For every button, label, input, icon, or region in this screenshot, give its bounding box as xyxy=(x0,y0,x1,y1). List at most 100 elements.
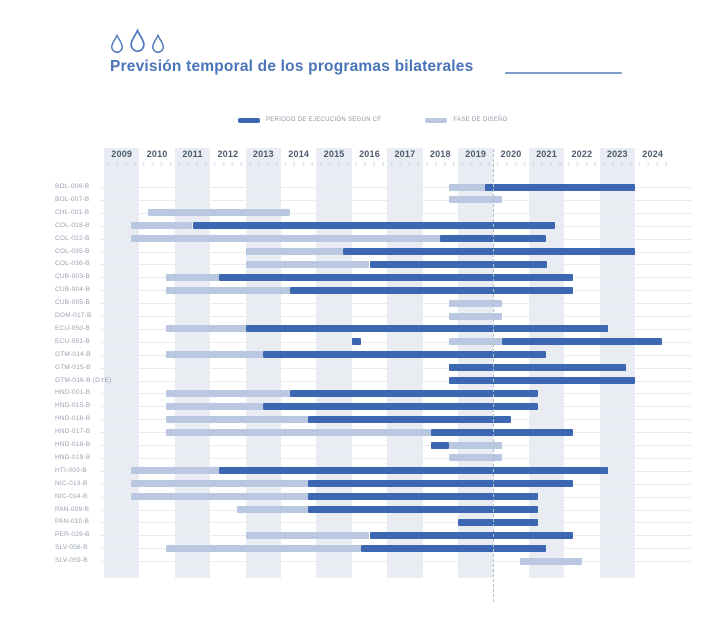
design-bar xyxy=(245,260,370,268)
water-drops-logo xyxy=(110,28,165,53)
year-label-2009: 2009 xyxy=(111,149,133,159)
row-gridline xyxy=(100,522,692,524)
row-label: GTM-014-B xyxy=(55,350,91,358)
design-bar xyxy=(130,467,220,475)
year-label-2012: 2012 xyxy=(217,149,239,159)
row-label: PAN-010-B xyxy=(55,518,90,526)
execution-bar xyxy=(449,364,627,372)
chart-legend: PERIODO DE EJECUCIÓN SEGÚN CF FASE DE DIS… xyxy=(238,117,508,123)
row-label: HND-015-B xyxy=(55,402,91,410)
execution-bar xyxy=(431,428,574,436)
year-stripe-2011 xyxy=(174,148,211,578)
page-title: Previsión temporal de los programas bila… xyxy=(110,58,474,75)
execution-bar xyxy=(342,248,635,255)
row-gridline xyxy=(100,303,692,305)
design-bar xyxy=(449,196,503,204)
legend-item: FASE DE DISEÑO xyxy=(425,117,507,123)
row-label: SLV-056-B xyxy=(55,544,88,552)
row-label: NIC-013-B xyxy=(55,479,88,487)
today-dashed-line xyxy=(493,149,495,602)
year-stripe-2023 xyxy=(599,148,635,578)
execution-bar xyxy=(351,338,361,346)
row-gridline xyxy=(100,367,692,369)
row-label: COL-035-B xyxy=(55,247,90,255)
year-label-2018: 2018 xyxy=(429,149,451,159)
row-label: HND-018-B xyxy=(55,441,91,448)
design-bar xyxy=(130,235,441,243)
row-label: CUB-005-B xyxy=(55,299,91,307)
year-label-2010: 2010 xyxy=(146,149,168,159)
design-bar xyxy=(519,557,582,565)
year-label-2015: 2015 xyxy=(323,149,345,159)
legend-label: PERIODO DE EJECUCIÓN SEGÚN CF xyxy=(266,117,382,123)
execution-bar xyxy=(502,338,662,346)
row-gridline xyxy=(100,316,692,317)
year-label-2013: 2013 xyxy=(252,149,274,159)
execution-bar xyxy=(219,273,574,281)
design-bar xyxy=(449,338,503,346)
execution-bar xyxy=(307,415,512,423)
execution-bar xyxy=(458,518,538,526)
row-gridline xyxy=(100,212,692,214)
year-label-2014: 2014 xyxy=(288,149,310,159)
title-rule xyxy=(505,72,622,74)
year-label-2011: 2011 xyxy=(182,149,203,159)
design-bar xyxy=(165,273,220,281)
execution-bar xyxy=(289,286,574,294)
row-gridline xyxy=(100,187,692,188)
execution-bar xyxy=(307,480,574,488)
design-bar xyxy=(449,454,503,462)
year-label-2016: 2016 xyxy=(359,149,380,159)
design-bar xyxy=(165,351,264,359)
row-label: PER-029-B xyxy=(55,531,90,539)
design-bar xyxy=(165,428,432,436)
execution-bar xyxy=(289,389,538,397)
row-label: ECU-050-B xyxy=(55,324,91,332)
year-label-2024: 2024 xyxy=(642,149,664,159)
design-bar xyxy=(165,286,290,294)
execution-bar xyxy=(219,467,609,475)
design-bar xyxy=(165,544,361,552)
design-bar xyxy=(449,441,503,449)
row-label: CUB-003-B xyxy=(55,273,91,281)
row-label: HND-019-B xyxy=(55,453,91,461)
row-label: GTM-015-B xyxy=(55,363,91,371)
year-label-2020: 2020 xyxy=(500,149,522,159)
execution-bar xyxy=(263,402,538,410)
row-label: COL-018-B xyxy=(55,221,90,229)
execution-bar xyxy=(369,260,547,268)
design-bar xyxy=(245,248,343,255)
design-bar xyxy=(148,209,290,217)
row-label: NIC-014-B xyxy=(55,492,88,500)
row-label: SLV-059-B xyxy=(55,557,88,565)
water-drop-icon xyxy=(111,34,123,53)
design-bar xyxy=(449,299,503,307)
row-label: DOM-017-B xyxy=(55,312,92,319)
execution-bar xyxy=(360,544,547,552)
legend-item: PERIODO DE EJECUCIÓN SEGÚN CF xyxy=(238,117,381,123)
row-gridline xyxy=(100,199,692,201)
execution-bar xyxy=(192,222,556,230)
design-bar xyxy=(449,183,485,191)
row-gridline xyxy=(100,445,692,446)
execution-bar xyxy=(245,325,609,333)
row-gridline xyxy=(100,457,692,459)
design-bar xyxy=(130,222,193,230)
row-label: HND-001-B xyxy=(55,389,91,397)
row-gridline xyxy=(100,380,692,382)
year-label-2019: 2019 xyxy=(465,149,487,159)
